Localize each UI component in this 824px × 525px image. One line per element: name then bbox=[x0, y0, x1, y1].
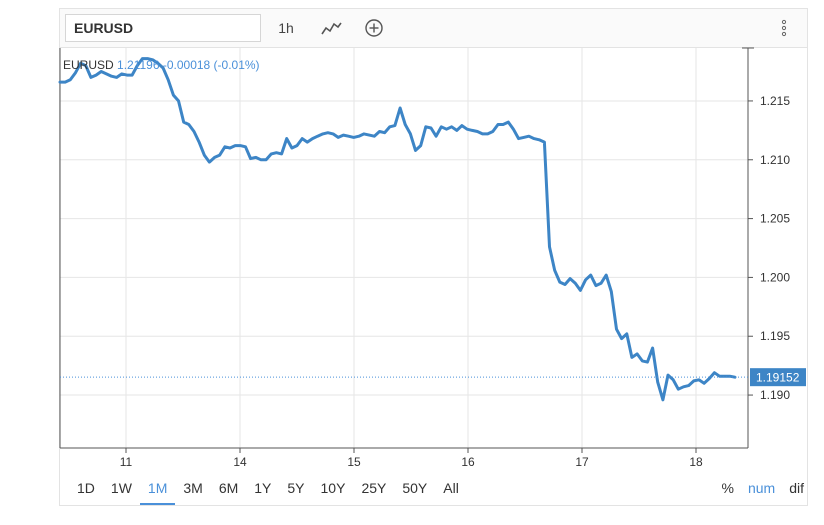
period-button-25y[interactable]: 25Y bbox=[361, 480, 387, 496]
quote-change: 1.21196 -0.00018 (-0.01%) bbox=[117, 58, 260, 72]
x-tick-label: 16 bbox=[461, 455, 475, 469]
period-button-1w[interactable]: 1W bbox=[110, 480, 132, 496]
interval-selector[interactable]: 1h bbox=[278, 20, 294, 36]
period-button-6m[interactable]: 6M bbox=[218, 480, 239, 496]
period-button-1m[interactable]: 1M bbox=[139, 477, 176, 505]
y-tick-label: 1.200 bbox=[760, 270, 790, 284]
period-button-10y[interactable]: 10Y bbox=[320, 480, 346, 496]
period-button-1d[interactable]: 1D bbox=[77, 480, 95, 496]
chart-toolbar: EURUSD 1h bbox=[60, 9, 807, 48]
x-tick-label: 11 bbox=[120, 455, 133, 469]
chart-widget: EURUSD 1h bbox=[59, 8, 808, 506]
period-button-50y[interactable]: 50Y bbox=[402, 480, 428, 496]
scale-mode-selector: % num dif bbox=[708, 477, 804, 501]
period-button-5y[interactable]: 5Y bbox=[287, 480, 305, 496]
y-tick-label: 1.215 bbox=[760, 94, 790, 108]
x-tick-label: 17 bbox=[575, 455, 589, 469]
x-tick-label: 15 bbox=[347, 455, 361, 469]
more-vertical-icon[interactable] bbox=[769, 14, 799, 42]
quote-symbol: EURUSD bbox=[63, 58, 114, 72]
x-tick-label: 14 bbox=[233, 455, 247, 469]
x-tick-label: 18 bbox=[689, 455, 703, 469]
y-tick-label: 1.205 bbox=[760, 212, 790, 226]
symbol-input[interactable]: EURUSD bbox=[65, 14, 261, 42]
mode-button-percent[interactable]: % bbox=[721, 480, 734, 496]
line-chart-icon[interactable] bbox=[316, 14, 346, 42]
price-series-line bbox=[58, 57, 737, 402]
mode-button-num[interactable]: num bbox=[747, 480, 776, 496]
y-tick-label: 1.190 bbox=[760, 388, 790, 402]
add-circle-icon[interactable] bbox=[359, 14, 389, 42]
period-button-1y[interactable]: 1Y bbox=[254, 480, 272, 496]
period-selector: 1D 1W 1M 3M 6M 1Y 5Y 10Y 25Y 50Y All bbox=[69, 477, 467, 507]
quote-legend: EURUSD 1.21196 -0.00018 (-0.01%) bbox=[63, 58, 260, 72]
period-button-all[interactable]: All bbox=[443, 480, 459, 496]
y-tick-label: 1.195 bbox=[760, 329, 790, 343]
last-price-label: 1.19152 bbox=[756, 371, 800, 385]
period-button-3m[interactable]: 3M bbox=[183, 480, 203, 496]
mode-button-dif[interactable]: dif bbox=[789, 480, 804, 496]
last-price-box bbox=[750, 368, 806, 387]
y-tick-label: 1.210 bbox=[760, 153, 790, 167]
